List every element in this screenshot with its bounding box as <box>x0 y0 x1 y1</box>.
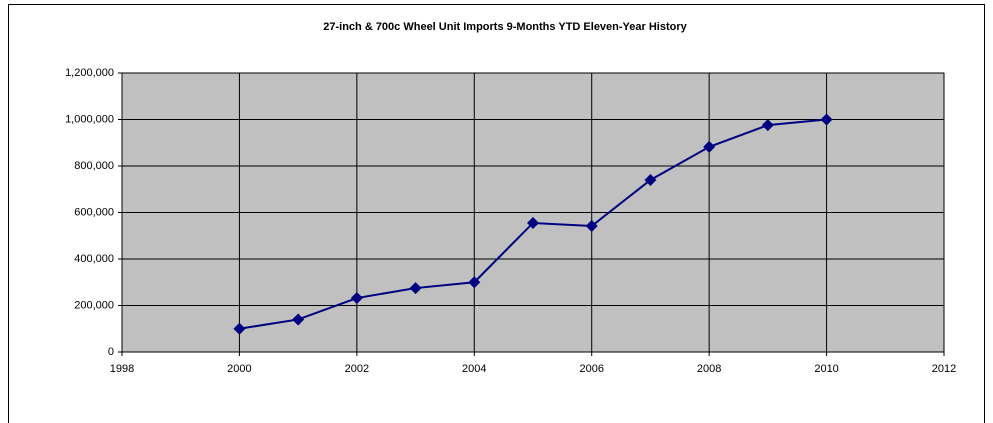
x-tick-label: 2006 <box>579 363 603 375</box>
data-point <box>350 292 363 305</box>
data-point <box>409 282 422 295</box>
data-point <box>527 216 539 229</box>
x-tick-label: 2004 <box>462 363 486 375</box>
x-tick-label: 2000 <box>227 363 251 375</box>
data-point <box>761 119 774 132</box>
y-tick-label: 400,000 <box>74 253 114 265</box>
x-tick-label: 2002 <box>345 363 369 375</box>
data-point <box>233 322 246 335</box>
data-point <box>820 113 833 126</box>
y-tick-label: 1,000,000 <box>65 113 114 125</box>
x-tick-label: 2008 <box>697 363 721 375</box>
data-point <box>585 219 598 232</box>
data-point <box>703 140 716 153</box>
y-tick-label: 600,000 <box>74 206 114 218</box>
y-tick-label: 800,000 <box>74 160 114 172</box>
x-tick-label: 2010 <box>814 363 838 375</box>
y-tick-label: 1,200,000 <box>65 67 114 79</box>
y-tick-label: 0 <box>108 346 114 358</box>
data-point <box>644 173 657 186</box>
x-tick-label: 1998 <box>110 363 134 375</box>
data-point <box>468 276 481 289</box>
y-tick-label: 200,000 <box>74 299 114 311</box>
x-tick-label: 2012 <box>932 363 956 375</box>
chart-title: 27-inch & 700c Wheel Unit Imports 9-Mont… <box>323 21 687 33</box>
data-point <box>292 313 305 326</box>
